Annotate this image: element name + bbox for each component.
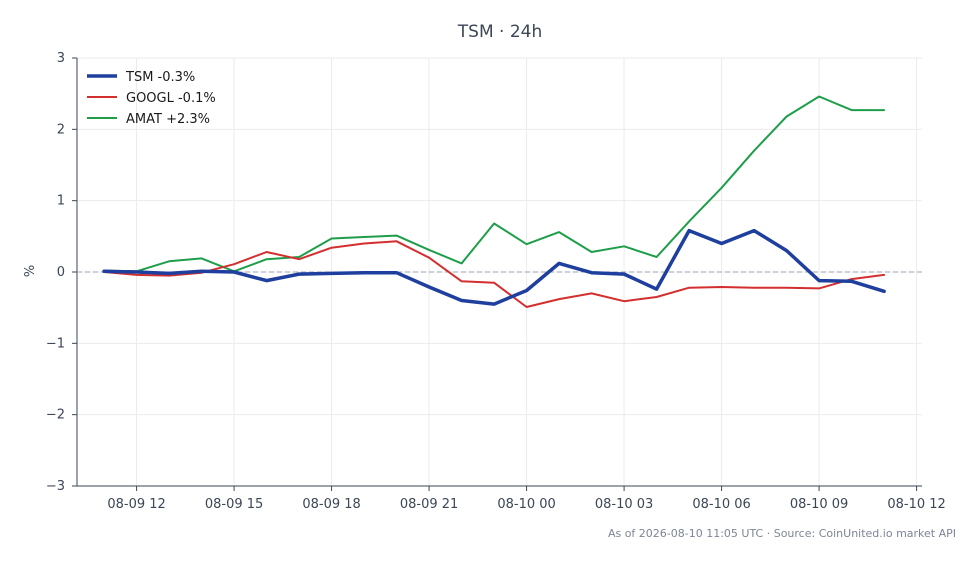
footer-source: As of 2026-08-10 11:05 UTC · Source: Coi…: [608, 527, 956, 540]
y-tick-label: 0: [57, 265, 65, 280]
x-tick-label: 08-10 09: [790, 497, 848, 512]
y-axis-ticks: 3 2 1 0 −1 −2 −3: [46, 51, 77, 494]
legend-label-googl: GOOGL -0.1%: [126, 91, 216, 106]
chart-title: TSM · 24h: [457, 22, 542, 42]
x-tick-label: 08-09 18: [302, 497, 360, 512]
legend: TSM -0.3% GOOGL -0.1% AMAT +2.3%: [87, 70, 216, 127]
x-tick-label: 08-09 15: [205, 497, 263, 512]
x-tick-label: 08-09 12: [107, 497, 165, 512]
x-tick-label: 08-09 21: [400, 497, 458, 512]
y-tick-label: 2: [57, 122, 65, 137]
x-tick-label: 08-10 06: [692, 497, 750, 512]
y-axis-label: %: [23, 265, 38, 277]
x-tick-label: 08-10 12: [887, 497, 945, 512]
y-tick-label: 3: [57, 51, 65, 66]
y-tick-label: −2: [46, 408, 65, 423]
series-line-amat: [103, 95, 886, 273]
y-tick-label: −3: [46, 479, 65, 494]
y-tick-label: −1: [46, 336, 65, 351]
series-line-tsm: [102, 228, 886, 306]
x-tick-label: 08-10 00: [497, 497, 555, 512]
y-tick-label: 1: [57, 194, 65, 209]
legend-label-tsm: TSM -0.3%: [125, 70, 195, 85]
x-tick-label: 08-10 03: [595, 497, 653, 512]
x-axis-ticks: 08-09 12 08-09 15 08-09 18 08-09 21 08-10 00…: [107, 486, 946, 512]
series-line-googl: [103, 240, 886, 308]
series-lines: [102, 95, 886, 308]
legend-label-amat: AMAT +2.3%: [126, 112, 210, 127]
